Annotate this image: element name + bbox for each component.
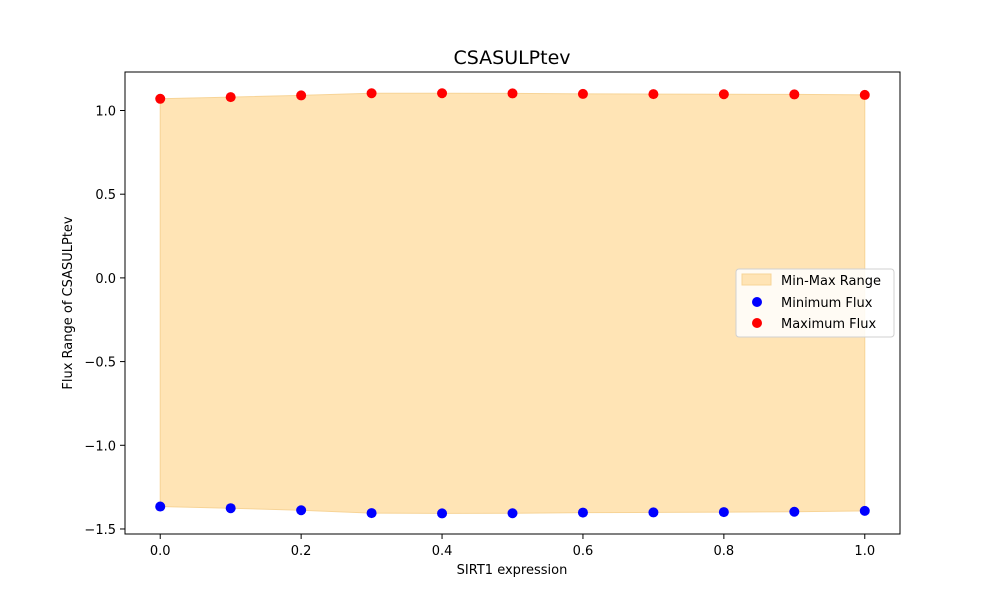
maximum-flux-point <box>225 92 236 103</box>
x-axis-ticks: 0.0 0.2 0.4 0.6 0.8 1.0 <box>150 534 875 559</box>
x-axis-label: SIRT1 expression <box>457 563 568 578</box>
plot-frame <box>124 71 901 535</box>
minimum-flux-point <box>366 508 377 519</box>
maximum-flux-point <box>718 89 729 100</box>
x-tick-label: 1.0 <box>854 544 875 559</box>
maximum-flux-point <box>366 88 377 99</box>
maximum-flux-point <box>859 89 870 100</box>
minimum-flux-point <box>648 507 659 518</box>
y-tick-label: −1.5 <box>84 523 116 538</box>
y-axis-label: Flux Range of CSASULPtev <box>61 216 76 390</box>
maximum-flux-point <box>155 93 166 104</box>
x-tick-label: 0.0 <box>150 544 171 559</box>
minimum-flux-point <box>155 501 166 512</box>
legend-box <box>735 268 895 338</box>
maximum-flux-point <box>507 88 518 99</box>
chart-title: CSASULPtev <box>453 47 570 69</box>
minimum-flux-point <box>718 507 729 518</box>
x-tick-label: 0.6 <box>573 544 594 559</box>
y-tick-label: 0.5 <box>95 188 116 203</box>
minimum-flux-point <box>789 506 800 517</box>
y-tick-label: −0.5 <box>84 356 116 371</box>
legend-band-swatch <box>741 273 772 286</box>
minimum-flux-point <box>507 508 518 519</box>
y-tick-label: 0.0 <box>95 272 116 287</box>
y-tick-label: 1.0 <box>95 105 116 120</box>
maximum-flux-point <box>296 90 307 101</box>
minimum-flux-point <box>859 505 870 516</box>
minimum-flux-point <box>577 507 588 518</box>
maximum-flux-point <box>437 88 448 99</box>
minimum-flux-point <box>437 508 448 519</box>
legend-marker-minimum-flux <box>752 297 762 307</box>
points-layer <box>155 88 870 519</box>
maximum-flux-point <box>789 89 800 100</box>
legend-marker-maximum-flux <box>752 318 762 328</box>
legend-label-maximum-flux: Maximum Flux <box>781 317 877 332</box>
maximum-flux-point <box>577 88 588 99</box>
x-tick-label: 0.8 <box>714 544 735 559</box>
legend: Min-Max Range Minimum Flux Maximum Flux <box>735 268 895 338</box>
y-axis-ticks: −1.5 −1.0 −0.5 0.0 0.5 1.0 <box>84 105 125 538</box>
legend-label-minimum-flux: Minimum Flux <box>781 296 873 311</box>
minimum-flux-point <box>225 503 236 514</box>
legend-label-min-max-range: Min-Max Range <box>781 274 881 289</box>
x-tick-label: 0.2 <box>291 544 312 559</box>
minimum-flux-point <box>296 505 307 516</box>
y-tick-label: −1.0 <box>84 439 116 454</box>
maximum-flux-point <box>648 89 659 100</box>
x-tick-label: 0.4 <box>432 544 453 559</box>
